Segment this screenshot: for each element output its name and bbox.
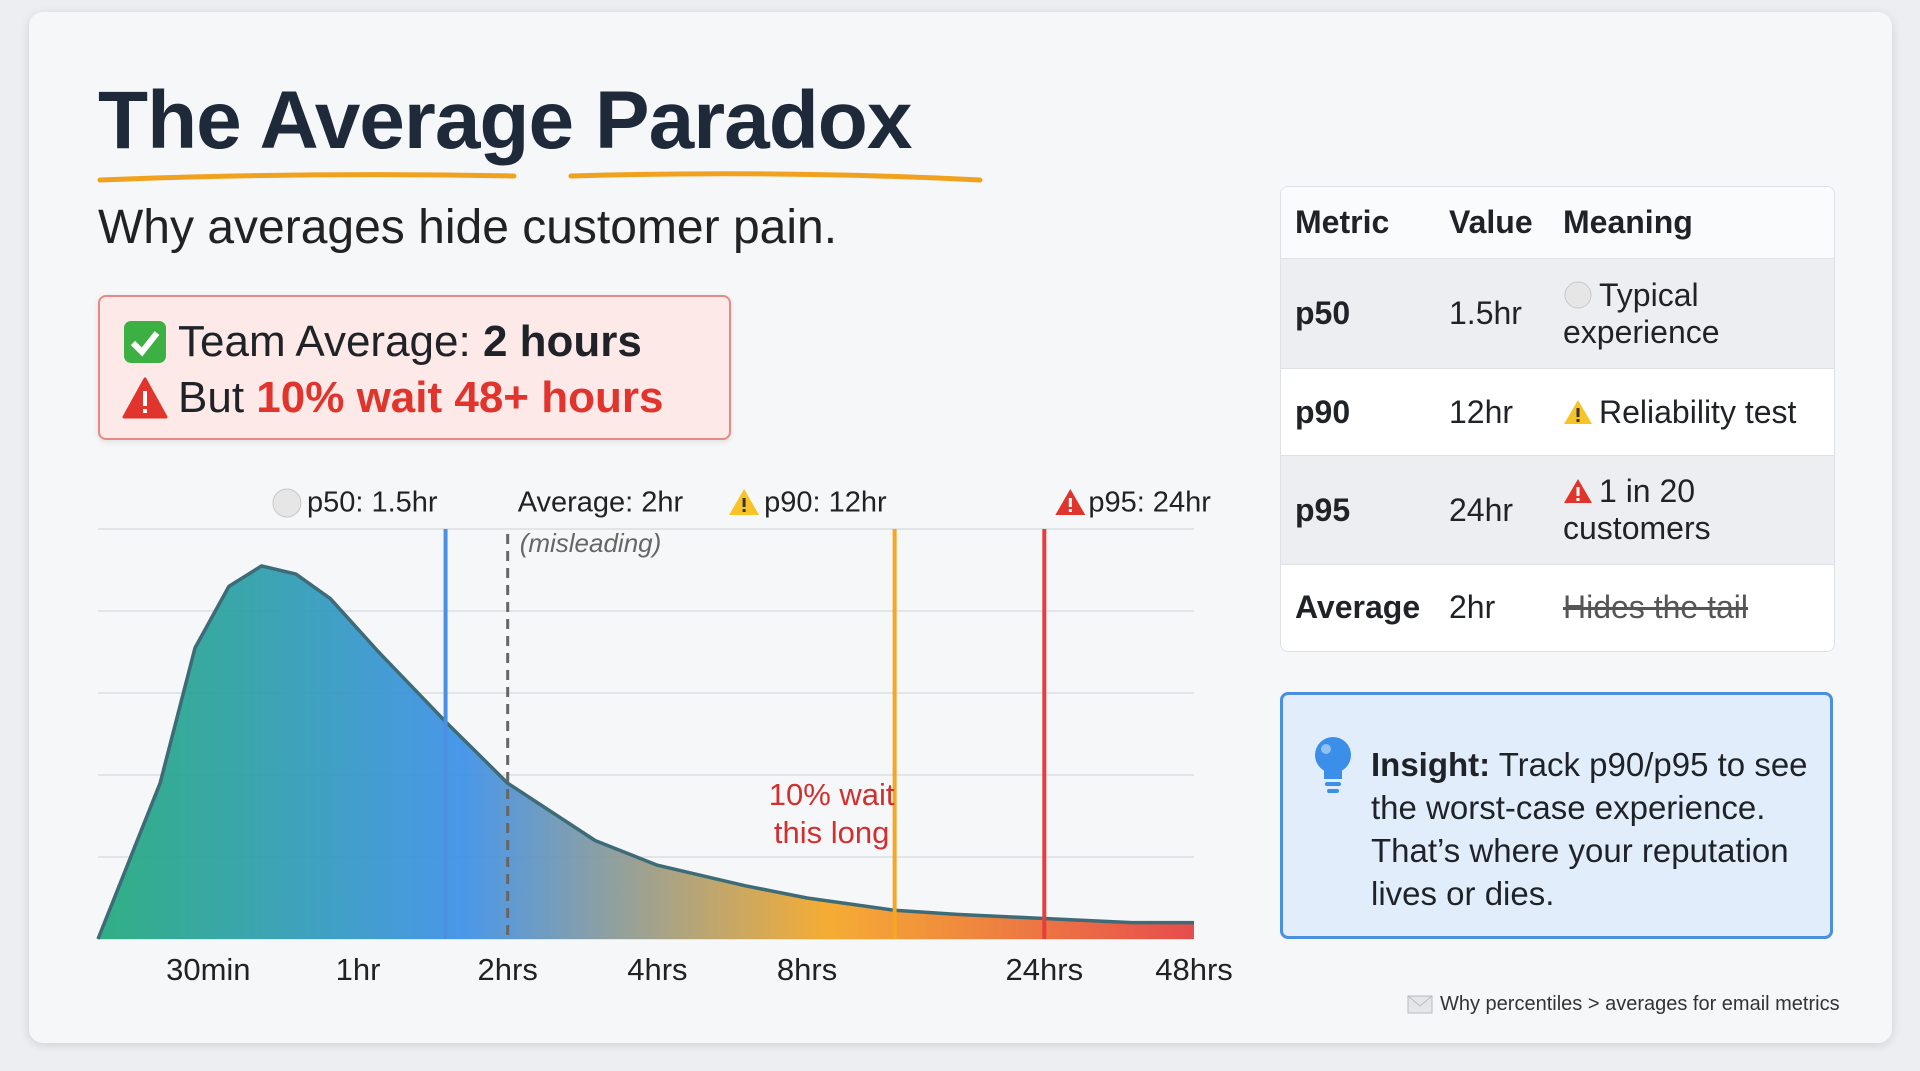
meaning-cell: 1 in 20 customers [1549, 455, 1834, 565]
header-row: Metric Value Meaning [1281, 187, 1834, 259]
alert-icon [1564, 479, 1592, 503]
table: Metric Value Meaning p50 1.5hr Typical e… [1281, 187, 1834, 651]
title-underline [97, 172, 517, 183]
marker-label: Average: 2hr [518, 487, 684, 519]
x-tick-label: 24hrs [1006, 952, 1084, 987]
footer: Why percentiles > averages for email met… [1440, 993, 1840, 1015]
callout-line: But 10% wait 48+ hours [122, 373, 663, 423]
callout-value: 10% wait 48+ hours [256, 373, 664, 422]
warning-icon [729, 489, 760, 515]
callout-value: 2 hours [482, 317, 642, 366]
annotation: this long [774, 815, 889, 850]
curve-line [96, 564, 1194, 940]
marker-label: p90: 12hr [764, 487, 887, 519]
meaning: Hides the tail [1549, 564, 1834, 651]
mail-icon [1407, 995, 1433, 1014]
icon-shape [272, 488, 302, 518]
metrics-table: Metric Value Meaning p50 1.5hr Typical e… [1280, 186, 1835, 652]
area [98, 565, 1194, 939]
alert-icon [1055, 489, 1086, 515]
row: p90 12hr Reliability test [1281, 368, 1834, 456]
marker-note: (misleading) [520, 528, 662, 558]
marker-label: p95: 24hr [1088, 487, 1211, 519]
metric: Average [1281, 564, 1435, 651]
x-tick-label: 4hrs [627, 952, 687, 987]
icon-shape [742, 498, 746, 507]
title-underline [568, 171, 983, 183]
warning-icon [1564, 399, 1592, 424]
value: 2hr [1435, 564, 1549, 651]
circle-icon [1564, 281, 1592, 308]
bulb-icon [1315, 737, 1351, 793]
x-tick-label: 2hrs [478, 952, 538, 987]
circle-icon [272, 488, 302, 518]
callout-label: Team Average: [178, 317, 471, 366]
insight-text: Insight: Track p90/p95 to see the worst-… [1371, 743, 1821, 915]
metric: p95 [1281, 455, 1435, 565]
alert-icon [122, 377, 168, 419]
title: The Average Paradox [98, 75, 912, 166]
meaning: Typical experience [1563, 276, 1720, 350]
meaning-cell: Typical experience [1549, 258, 1834, 369]
x-tick-label: 1hr [336, 952, 381, 987]
check-icon [124, 321, 166, 363]
metric: p50 [1281, 258, 1435, 369]
row: p50 1.5hr Typical experience [1281, 258, 1834, 369]
meaning-cell: Reliability test [1549, 368, 1834, 456]
header-cell: Metric [1281, 187, 1435, 259]
insight-label: Insight: [1371, 746, 1491, 783]
x-tick-label: 48hrs [1155, 952, 1233, 987]
row: Average 2hr Hides the tail [1281, 564, 1834, 651]
marker-label: p50: 1.5hr [307, 487, 438, 519]
callout-line: Team Average: 2 hours [122, 317, 642, 367]
insight-box: Insight: Track p90/p95 to see the worst-… [1280, 692, 1833, 939]
subtitle: Why averages hide customer pain. [98, 201, 838, 254]
value: 12hr [1435, 368, 1549, 456]
x-tick-label: 30min [166, 952, 250, 987]
value: 1.5hr [1435, 258, 1549, 369]
header-cell: Meaning [1549, 187, 1834, 259]
meaning: 1 in 20 customers [1563, 473, 1711, 546]
metric: p90 [1281, 368, 1435, 456]
insight-body: Track p90/p95 to see the worst-case expe… [1371, 746, 1808, 912]
callout: Team Average: 2 hours But 10% wait 48+ h… [98, 295, 731, 440]
icon-shape [1068, 498, 1072, 507]
value: 24hr [1435, 455, 1549, 565]
header-cell: Value [1435, 187, 1549, 259]
callout-label: But [178, 373, 245, 422]
meaning: Reliability test [1599, 393, 1797, 430]
icon-shape [742, 509, 746, 512]
annotation: 10% wait [769, 777, 895, 812]
x-tick-label: 8hrs [777, 952, 837, 987]
icon-shape [1068, 509, 1072, 512]
row: p95 24hr 1 in 20 customers [1281, 455, 1834, 565]
